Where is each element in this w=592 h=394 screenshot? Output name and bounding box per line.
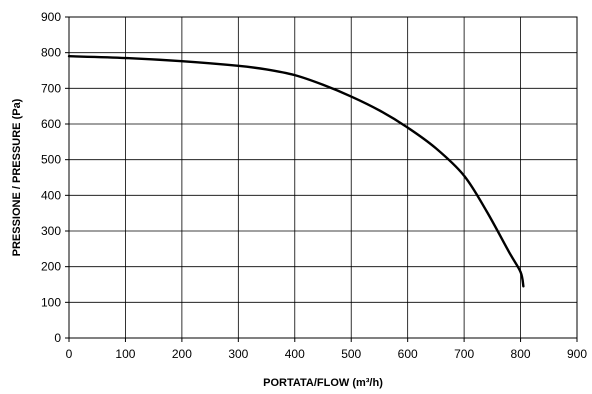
y-tick-label: 100 [41, 295, 61, 309]
y-tick-label: 700 [41, 81, 61, 95]
y-tick-label: 600 [41, 117, 61, 131]
y-tick-label: 400 [41, 188, 61, 202]
plot-frame [68, 16, 578, 339]
x-tick-label: 200 [172, 347, 192, 361]
axis-labels: PORTATA/FLOW (m³/h) PRESSIONE / PRESSURE… [11, 98, 383, 389]
grid [68, 16, 578, 339]
x-tick-label: 600 [398, 347, 418, 361]
x-tick-label: 100 [115, 347, 135, 361]
tick-labels: 0 100 200 300 400 500 600 700 800 900 0 100 200 300 40… [41, 10, 587, 361]
y-axis-label: PRESSIONE / PRESSURE (Pa) [11, 98, 23, 256]
y-tick-label: 900 [41, 10, 61, 24]
y-tick-label: 200 [41, 260, 61, 274]
x-tick-label: 500 [341, 347, 361, 361]
y-tick-label: 300 [41, 224, 61, 238]
x-tick-label: 700 [454, 347, 474, 361]
x-tick-label: 300 [228, 347, 248, 361]
x-axis-label: PORTATA/FLOW (m³/h) [263, 377, 383, 389]
x-tick-label: 800 [511, 347, 531, 361]
x-tick-label: 900 [567, 347, 587, 361]
series [67, 55, 525, 288]
y-tick-label: 500 [41, 153, 61, 167]
axes [65, 16, 578, 342]
y-tick-label: 0 [54, 331, 61, 345]
performance-curve [67, 55, 525, 288]
y-tick-label: 800 [41, 46, 61, 60]
x-tick-label: 400 [285, 347, 305, 361]
x-tick-label: 0 [66, 347, 73, 361]
